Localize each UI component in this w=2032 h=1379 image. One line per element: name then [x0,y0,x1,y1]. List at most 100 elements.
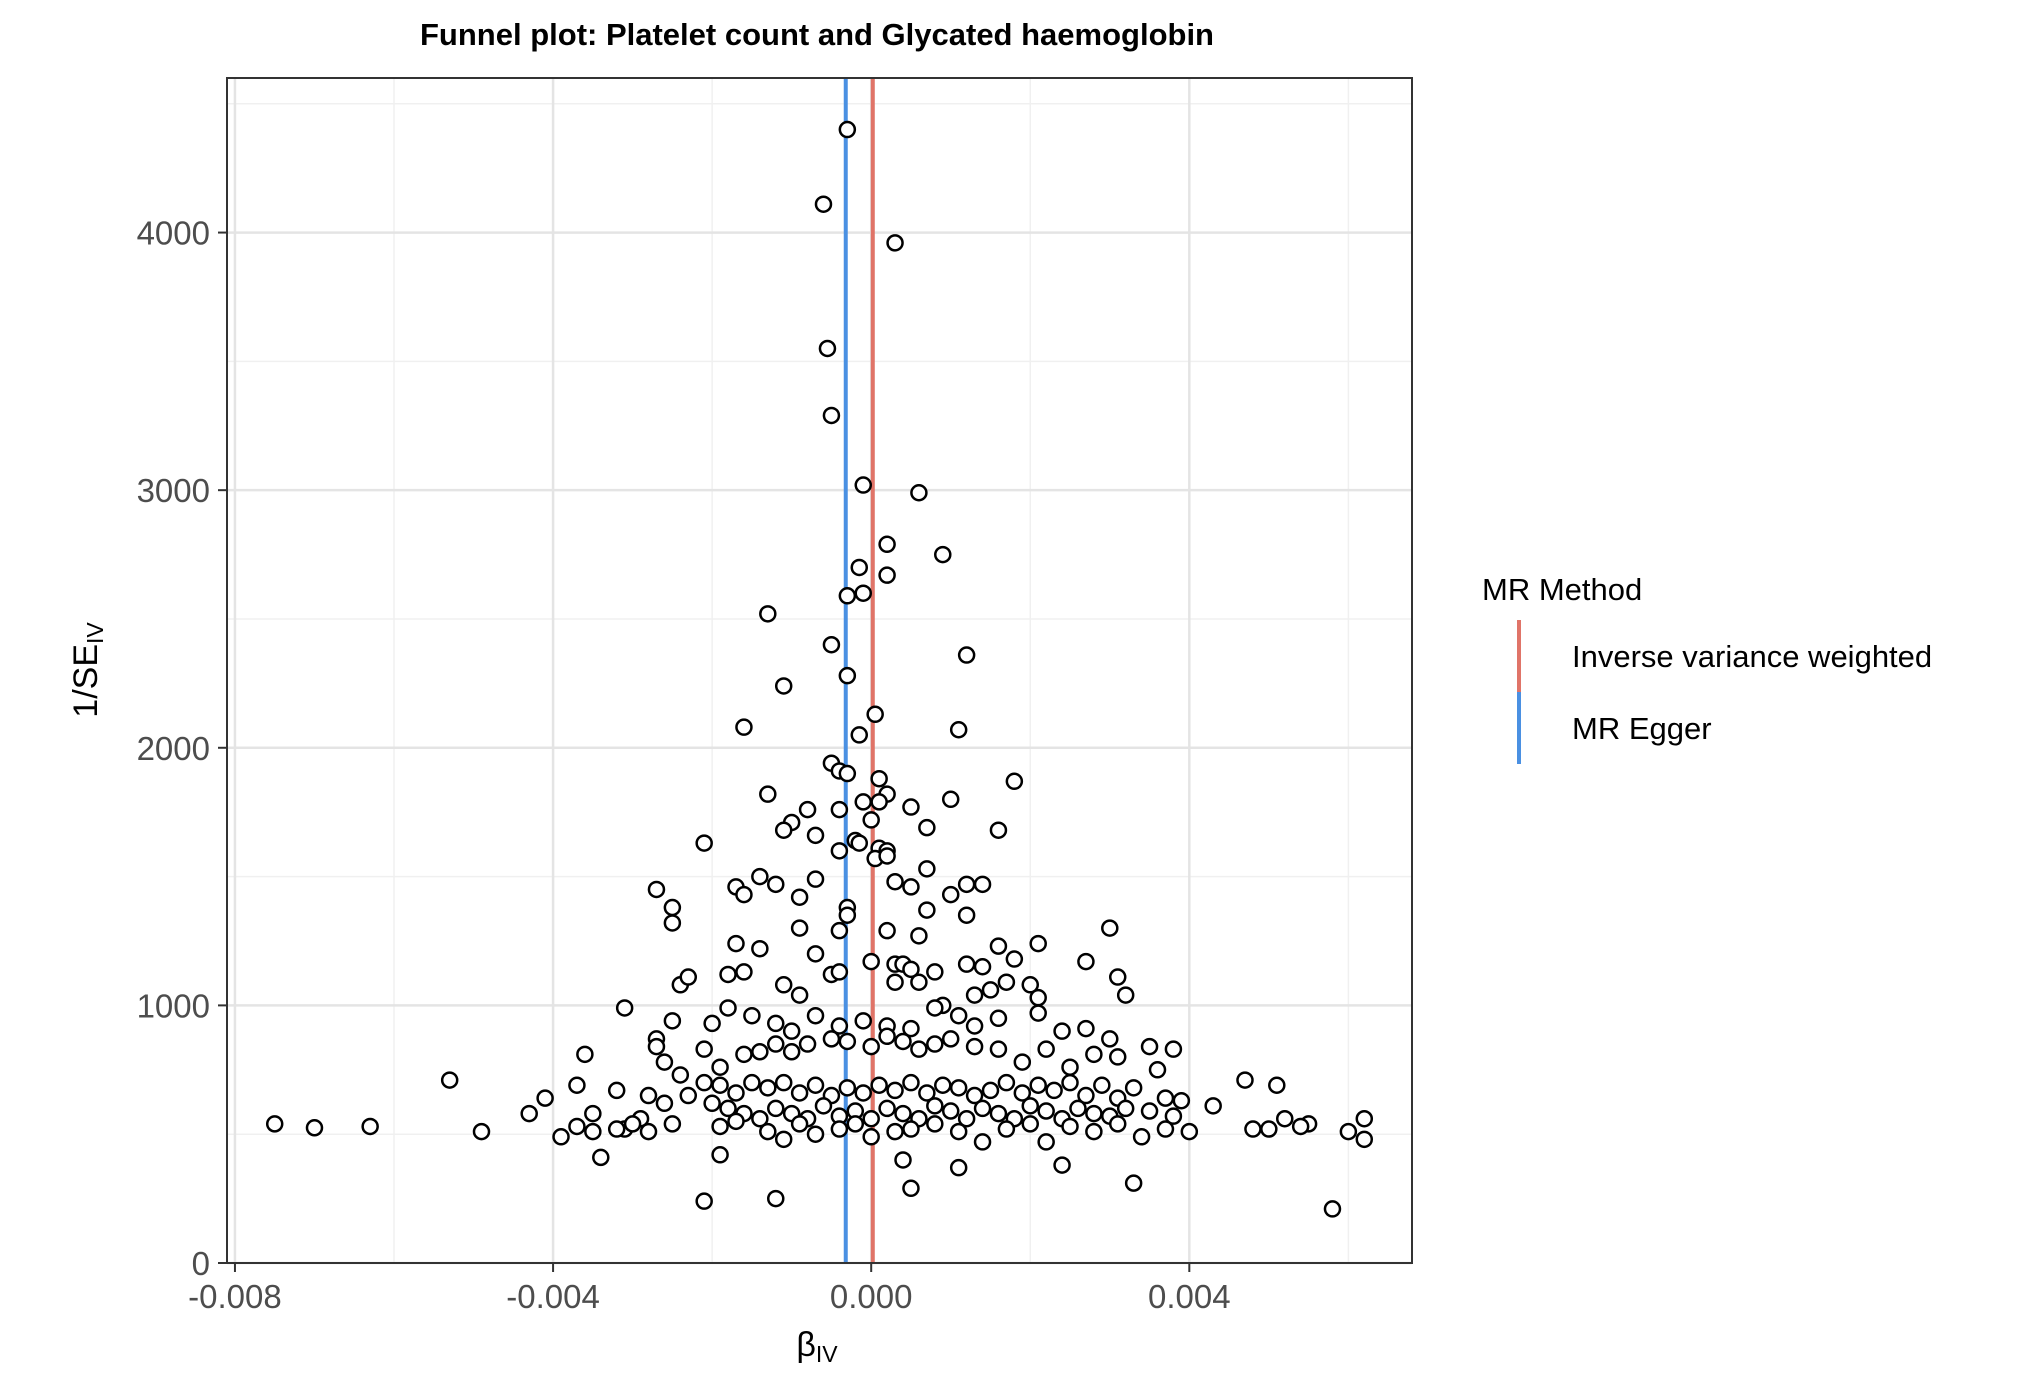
data-point [782,1043,801,1061]
data-point [751,939,769,958]
data-point [934,1076,952,1094]
data-point [759,605,777,623]
x-axis-title-main: β [796,1326,816,1364]
data-point [1291,1117,1310,1136]
data-point [695,1192,713,1210]
data-point [584,1104,602,1123]
data-point [902,1019,920,1038]
legend-label: MR Egger [1572,711,1712,746]
data-point [1236,1071,1254,1089]
data-point [866,705,884,724]
data-point [671,1066,690,1084]
y-tick-label: 0 [192,1245,210,1282]
data-point [711,1058,729,1076]
data-point [719,965,737,984]
data-point [1061,1117,1079,1136]
data-point [790,1084,809,1102]
y-axis: 0 1000 2000 3000 4000 [137,215,227,1282]
data-point [1021,1097,1040,1115]
data-point [711,1117,729,1136]
data-point [850,834,869,852]
data-point [719,1099,737,1118]
data-point [862,811,880,829]
data-point [941,1102,960,1120]
data-point [862,1109,880,1128]
data-point [592,1148,610,1167]
data-point [735,1045,753,1064]
data-point [759,785,777,803]
data-point [902,1120,920,1138]
data-point [1101,1030,1119,1048]
x-axis-title: βIV [796,1326,838,1367]
data-point [1355,1109,1374,1128]
data-point [965,1037,984,1056]
data-point [1101,919,1119,937]
data-point [1180,1122,1199,1141]
data-point [997,1120,1016,1138]
data-point [1108,1048,1127,1066]
plot-area [226,77,1413,1265]
data-point [806,826,825,845]
data-point [886,1122,904,1141]
data-point [814,195,833,213]
data-point [910,927,928,945]
data-point [981,981,1000,999]
data-point [735,718,753,736]
data-point [1140,1102,1159,1120]
data-point [941,885,960,904]
data-point [615,999,634,1017]
data-point [711,1146,729,1164]
data-point [1069,1099,1087,1118]
data-point [1045,1081,1063,1100]
data-point [902,878,920,896]
data-point [798,800,817,819]
data-point [1116,986,1135,1004]
data-point [854,793,872,811]
data-point [949,721,968,739]
data-point [918,901,936,919]
data-point [774,821,793,839]
data-point [886,1081,904,1100]
data-point [806,1125,825,1143]
data-point [767,875,785,894]
data-point [989,1009,1008,1028]
data-point [838,587,857,605]
data-point [663,898,682,917]
data-point [1053,1156,1071,1174]
data-point [997,1073,1016,1092]
data-point [878,535,896,554]
data-point [767,1035,785,1053]
data-point [647,1037,666,1056]
data-point [743,1006,761,1025]
data-point [1268,1076,1286,1094]
data-point [782,1022,801,1040]
data-point [790,986,809,1004]
data-point [822,406,841,425]
data-point [989,821,1008,839]
data-point [806,945,825,963]
data-point [941,1030,960,1048]
chart-title: Funnel plot: Platelet count and Glycated… [420,17,1214,52]
data-point [957,906,976,924]
data-point [639,1086,658,1105]
data-point [854,1012,872,1030]
data-point [568,1117,586,1136]
y-axis-title-sub: IV [82,622,108,644]
data-point [870,1076,888,1094]
data-point [806,1076,825,1094]
data-point [1005,772,1024,791]
data-point [973,1099,992,1118]
x-tick-label: -0.004 [506,1278,600,1315]
data-point [1053,1022,1071,1040]
data-point [1037,1040,1055,1058]
data-point [1148,1061,1167,1079]
data-point [1061,1058,1079,1076]
data-point [981,1081,1000,1100]
data-point [918,1084,936,1102]
data-point [1140,1037,1159,1056]
data-point [735,885,753,904]
data-point [838,906,857,924]
data-point [830,842,849,860]
data-point [735,963,753,981]
